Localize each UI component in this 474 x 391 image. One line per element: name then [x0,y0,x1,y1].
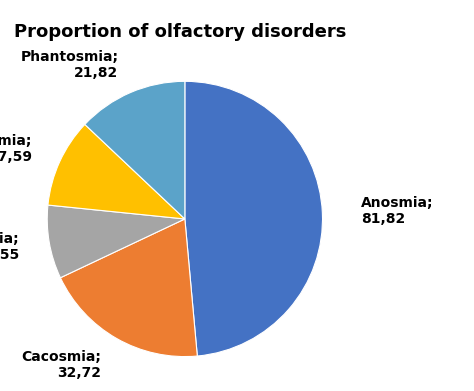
Text: Cacosmia;
32,72: Cacosmia; 32,72 [22,350,101,380]
Text: Phantosmia;
21,82: Phantosmia; 21,82 [20,50,118,80]
Wedge shape [47,205,185,278]
Wedge shape [48,124,185,219]
Text: Dysosmia;
14,55: Dysosmia; 14,55 [0,232,19,262]
Text: Hyposmia;
17,59: Hyposmia; 17,59 [0,134,32,164]
Text: Anosmia;
81,82: Anosmia; 81,82 [361,196,433,226]
Text: Proportion of olfactory disorders: Proportion of olfactory disorders [14,23,346,41]
Wedge shape [85,81,185,219]
Wedge shape [60,219,197,357]
Wedge shape [185,81,322,356]
